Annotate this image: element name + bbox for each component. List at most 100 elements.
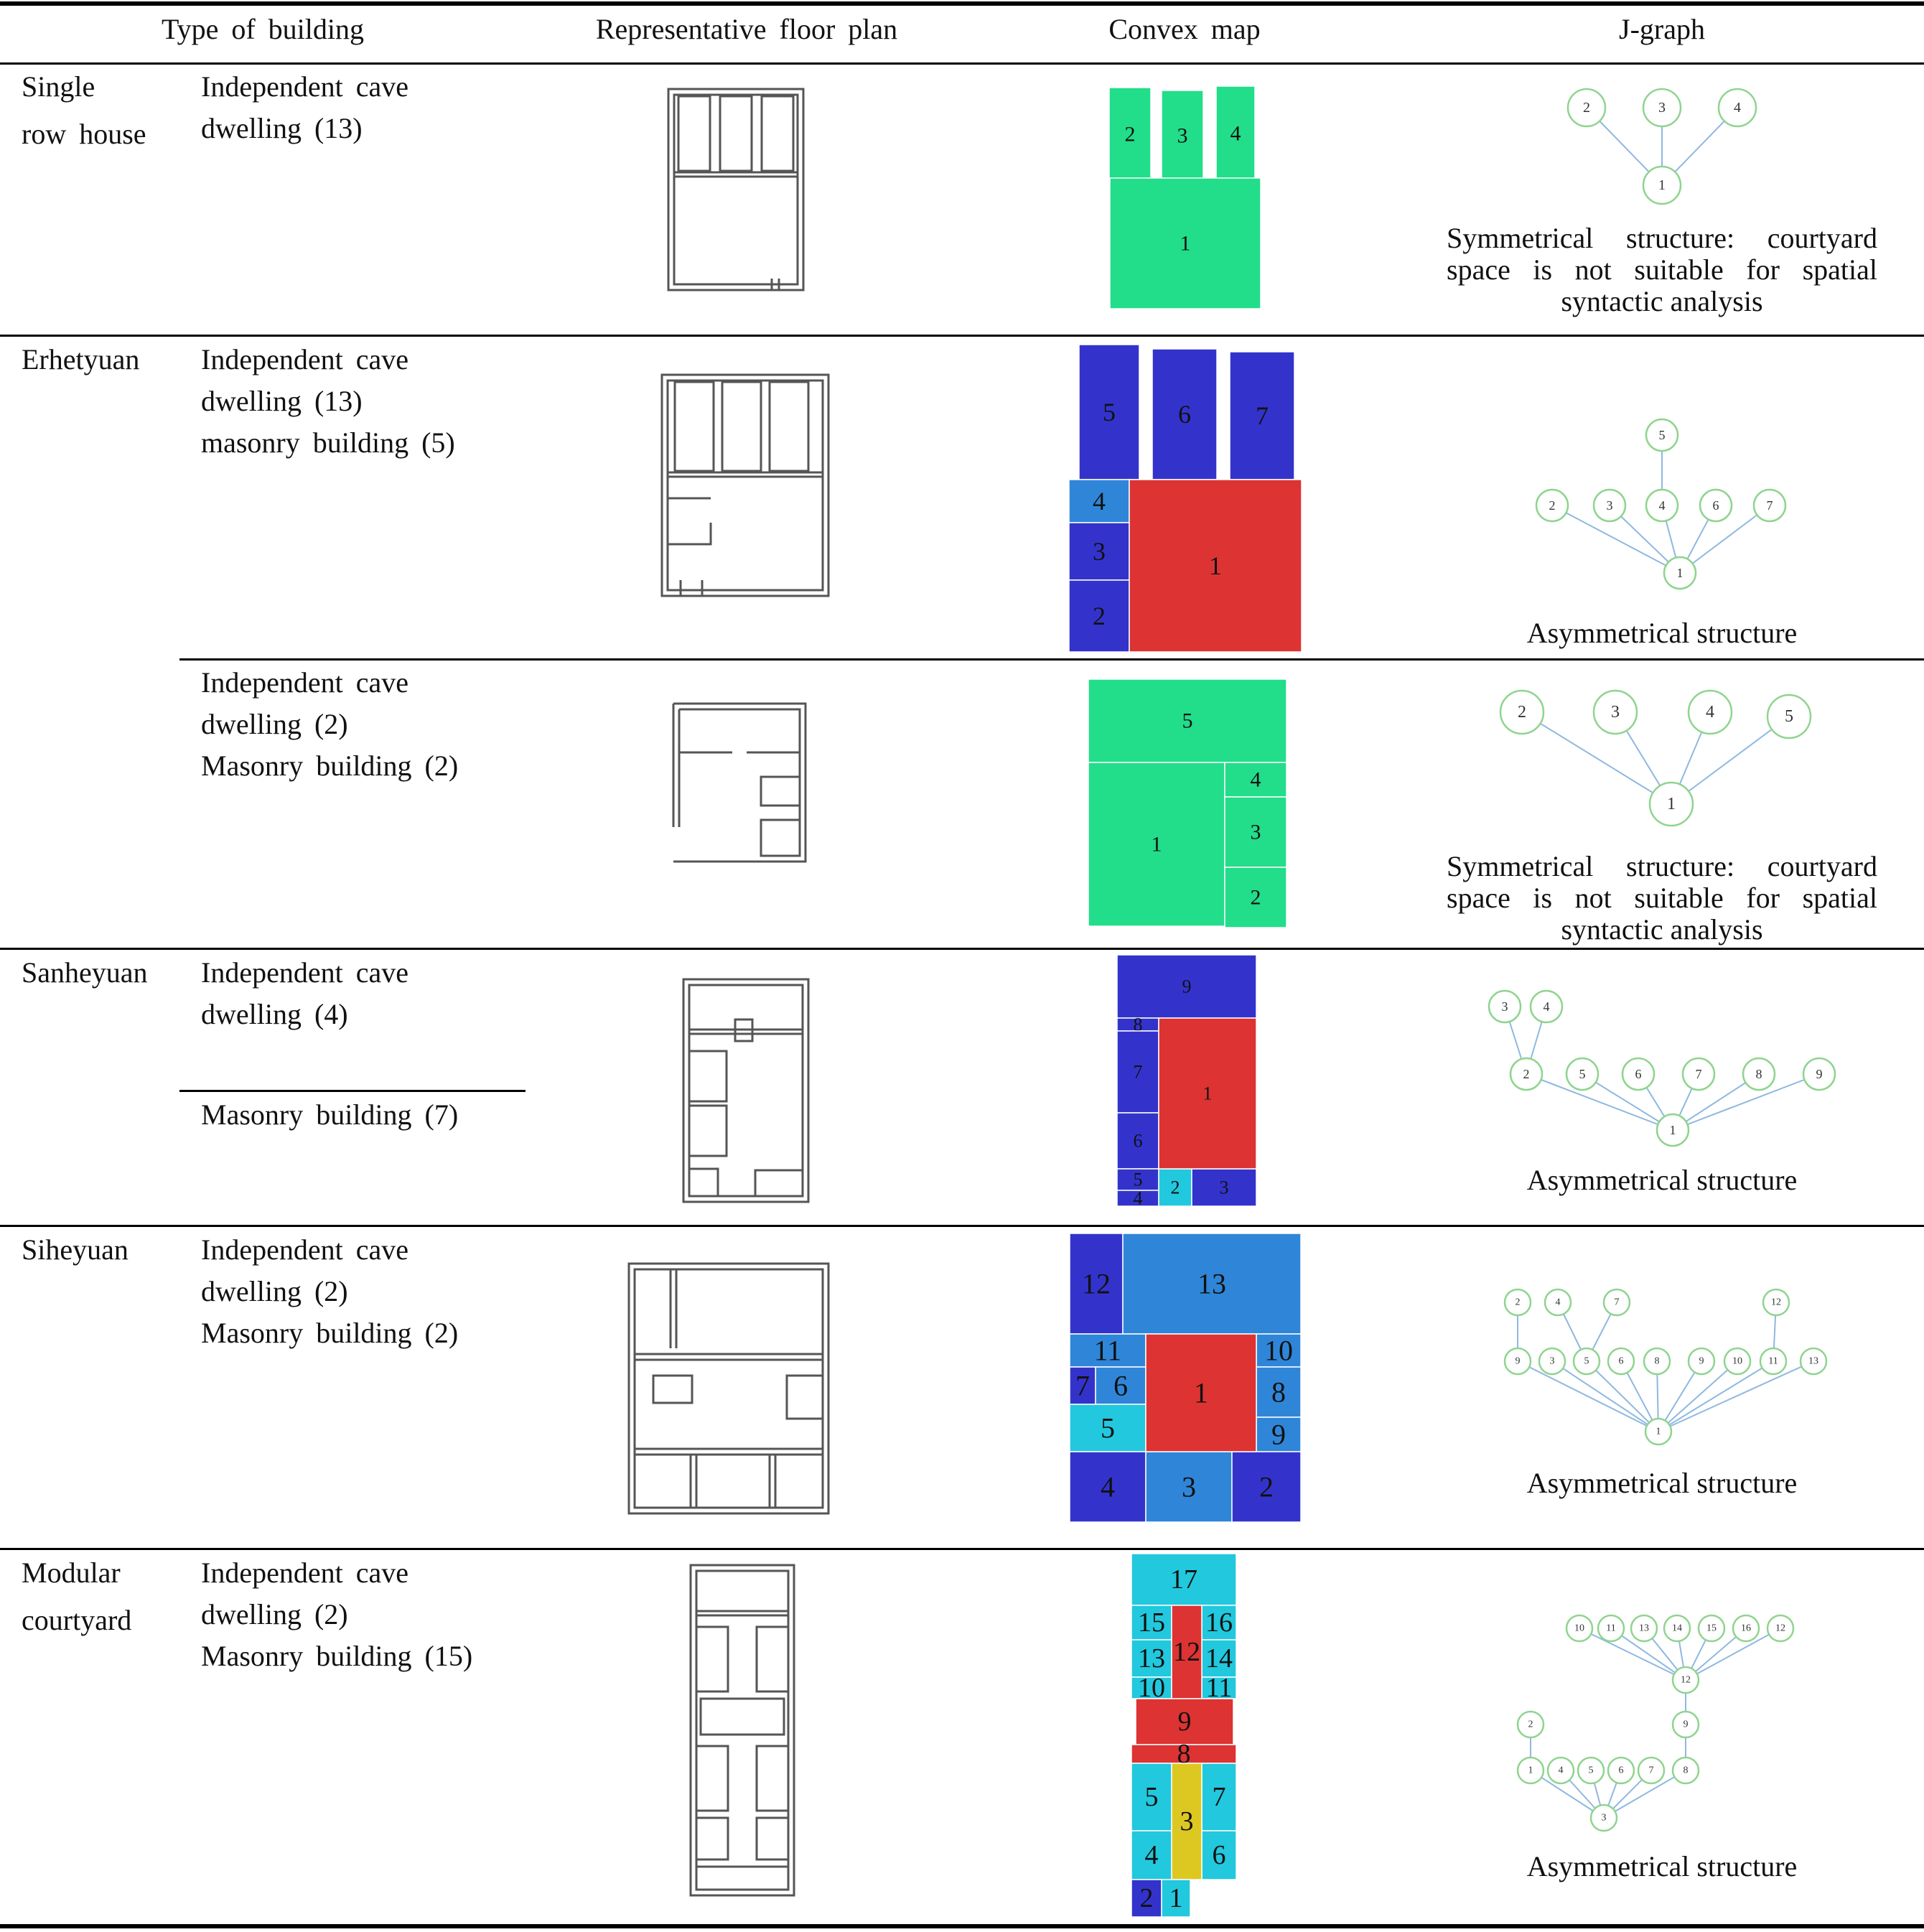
jgraph-node	[1752, 488, 1787, 523]
jgraph-node-label: 7	[1767, 498, 1773, 513]
jgraph-edge	[1530, 1770, 1605, 1819]
convex-space-1	[1161, 1879, 1191, 1918]
convex-space-label-1: 1	[1180, 232, 1191, 256]
jgraph-node	[1717, 88, 1757, 128]
type-line: Independent cave	[201, 343, 408, 375]
convex-space-label-8: 8	[1134, 1014, 1143, 1035]
jgraph-edge	[1685, 1628, 1781, 1681]
jgraph-node	[1535, 488, 1569, 523]
convex-space-5	[1088, 678, 1287, 763]
jgraph-node	[1589, 1803, 1618, 1832]
note-line: space is not suitable for spatial	[1447, 882, 1877, 914]
convex-space-label-12: 12	[1173, 1637, 1200, 1667]
note-line: syntactic analysis	[1561, 913, 1763, 946]
convex-space-label-10: 10	[1264, 1335, 1293, 1367]
convex-space-label-11: 11	[1094, 1335, 1122, 1367]
type-line: dwelling (13)	[201, 385, 363, 417]
type-line: masonry building (5)	[201, 426, 455, 459]
jgraph-node	[1687, 689, 1733, 735]
type-line: dwelling (2)	[201, 1275, 348, 1307]
jgraph-note-sanheyuan: Asymmetrical structure	[1447, 1165, 1877, 1196]
jgraph-node	[1509, 1057, 1544, 1091]
jgraph-node-label: 6	[1635, 1067, 1642, 1081]
jgraph-node	[1488, 989, 1522, 1024]
jgraph-node	[1516, 1710, 1545, 1739]
convex-space-label-6: 6	[1113, 1370, 1128, 1402]
convex-space-label-1: 1	[1169, 1883, 1183, 1913]
convex-space-label-4: 4	[1134, 1188, 1143, 1209]
jgraph-node-label: 8	[1655, 1356, 1660, 1367]
jgraph-node-label: 3	[1607, 498, 1613, 513]
convex-space-12	[1171, 1605, 1202, 1699]
jgraph-edge	[1517, 1361, 1659, 1432]
jgraph-note-siheyuan: Asymmetrical structure	[1447, 1467, 1877, 1499]
note-line: Symmetrical structure: courtyard	[1447, 850, 1877, 882]
jgraph-node	[1643, 1347, 1671, 1376]
convex-space-label-1: 1	[1203, 1083, 1213, 1104]
convex-map-sanheyuan: 9 8 7 6 54 2 3 1	[1116, 954, 1257, 1209]
floor-plan-erhetyuan-1	[660, 373, 830, 597]
jgraph-node-label: 2	[1523, 1067, 1530, 1081]
convex-space-label-14: 14	[1205, 1643, 1233, 1674]
jgraph-node-label: 3	[1502, 999, 1508, 1014]
jgraph-node-label: 10	[1574, 1623, 1584, 1634]
jgraph-node-label: 2	[1583, 100, 1590, 116]
jgraph-node-label: 12	[1775, 1623, 1785, 1634]
convex-space-2	[1131, 1879, 1162, 1918]
type-line: Masonry building (2)	[201, 1317, 459, 1349]
convex-space-5	[1078, 344, 1140, 480]
type-line: dwelling (2)	[201, 1598, 348, 1630]
jgraph-node-label: 4	[1734, 100, 1741, 116]
row-rule-3	[0, 1225, 1924, 1227]
convex-space-label-9: 9	[1182, 976, 1192, 997]
jgraph-node-label: 6	[1619, 1765, 1624, 1776]
convex-space-label-3: 3	[1093, 537, 1106, 566]
jgraph-node-label: 3	[1658, 100, 1666, 116]
category-erhetyuan: Erhetyuan	[22, 343, 140, 375]
convex-space-label-1: 1	[1194, 1377, 1208, 1409]
jgraph-node-label: 7	[1649, 1765, 1654, 1776]
jgraph-node	[1645, 488, 1679, 523]
convex-space-2	[1231, 1451, 1302, 1523]
floor-plan-single-row-house	[667, 88, 805, 291]
convex-space-label-3: 3	[1251, 821, 1261, 844]
convex-space-label-9: 9	[1271, 1419, 1286, 1451]
jgraph-node-label: 5	[1579, 1067, 1586, 1081]
convex-space-9	[1256, 1417, 1302, 1452]
jgraph-node-label: 15	[1706, 1623, 1717, 1634]
convex-space-label-3: 3	[1182, 1471, 1196, 1503]
jgraph-node	[1499, 689, 1545, 735]
jgraph-node	[1607, 1756, 1635, 1785]
type-line: Masonry building (7)	[201, 1098, 459, 1131]
convex-space-label-15: 15	[1138, 1607, 1165, 1638]
jgraph-node-label: 7	[1615, 1297, 1620, 1308]
jgraph-node	[1742, 1057, 1776, 1091]
jgraph-node	[1766, 694, 1812, 739]
jgraph-node-label: 9	[1684, 1719, 1689, 1730]
convex-space-3	[1161, 90, 1204, 182]
jgraph-edge	[1658, 1361, 1814, 1432]
jgraph-node	[1592, 689, 1638, 735]
convex-space-1	[1109, 177, 1261, 309]
floor-plan-sanheyuan	[682, 978, 810, 1203]
jgraph-node	[1681, 1057, 1716, 1091]
convex-space-6	[1152, 348, 1218, 480]
jgraph-node-label: 1	[1677, 566, 1684, 580]
jgraph-node	[1799, 1347, 1828, 1376]
jgraph-node-label: 1	[1656, 1427, 1661, 1437]
convex-space-label-2: 2	[1259, 1471, 1274, 1503]
convex-space-7	[1229, 351, 1295, 480]
convex-space-label-9: 9	[1178, 1707, 1192, 1737]
type-line: Independent cave	[201, 956, 408, 989]
convex-map-siheyuan: 12 13 11 10 7 6 5 8 9 4 3 2 1	[1069, 1233, 1302, 1523]
category-single-row-house-line1: Single	[22, 70, 95, 103]
jgraph-node-label: 1	[1528, 1765, 1533, 1776]
convex-space-label-3: 3	[1177, 124, 1188, 148]
jgraph-node	[1699, 488, 1733, 523]
jgraph-node	[1663, 556, 1697, 590]
convex-space-label-6: 6	[1178, 400, 1191, 429]
convex-space-4	[1069, 1451, 1147, 1523]
jgraph-node	[1642, 165, 1682, 205]
convex-space-label-6: 6	[1213, 1840, 1226, 1870]
convex-space-1	[1088, 762, 1225, 927]
